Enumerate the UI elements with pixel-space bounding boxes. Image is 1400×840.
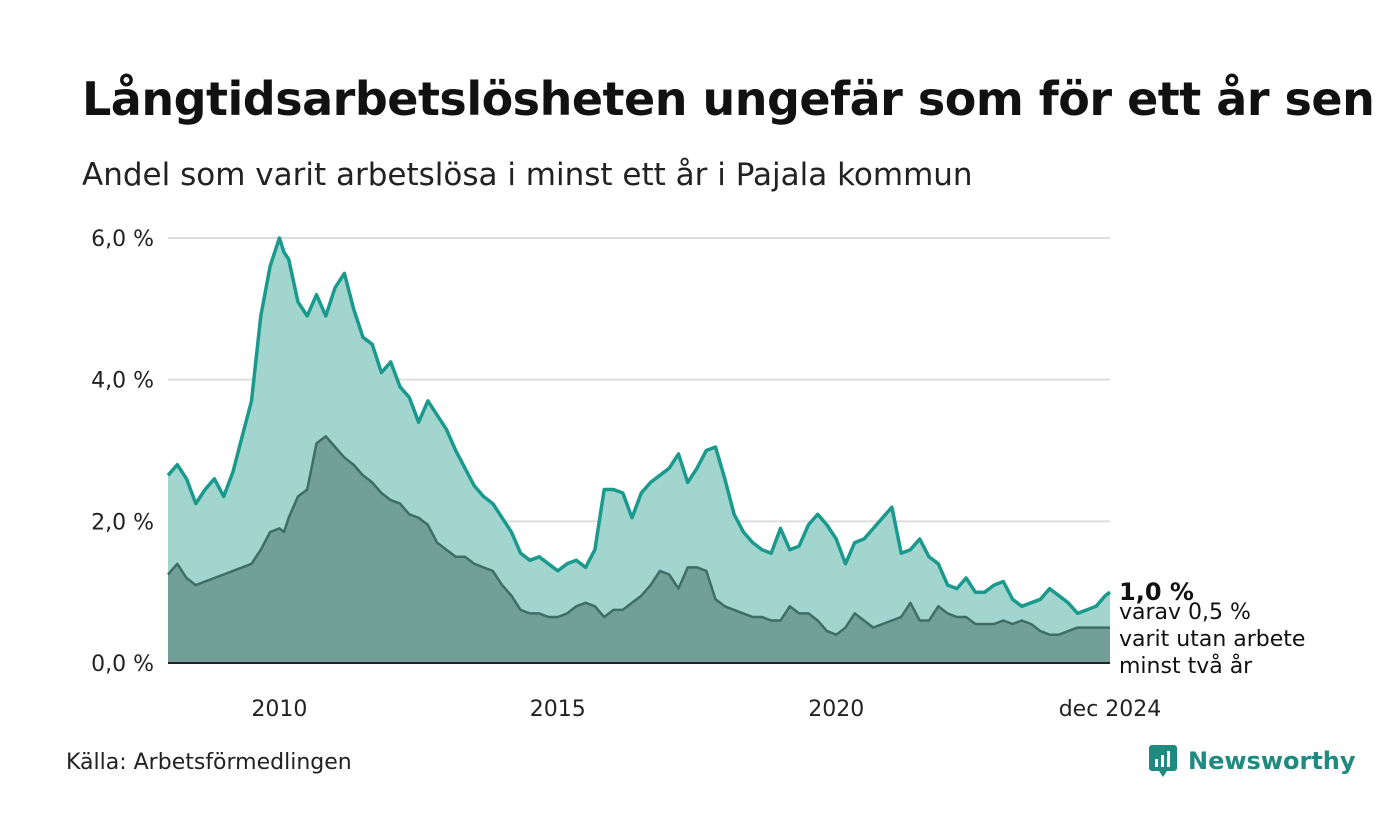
end-note-line: varit utan arbete: [1119, 627, 1305, 652]
y-tick-label: 6,0 %: [91, 227, 154, 252]
x-tick-label: 2015: [530, 697, 586, 722]
x-axis: 2010 2015 2020 dec 2024: [251, 697, 1161, 722]
chart-areas: [166, 236, 1112, 663]
end-note-line: varav 0,5 %: [1119, 600, 1251, 625]
source-note: Källa: Arbetsförmedlingen: [66, 750, 352, 775]
x-tick-label: dec 2024: [1059, 697, 1162, 722]
line-total: [166, 236, 1112, 616]
y-tick-label: 2,0 %: [91, 510, 154, 535]
chart-title: Långtidsarbetslösheten ungefär som för e…: [82, 72, 1375, 126]
area-long: [168, 436, 1110, 663]
newsworthy-icon: [1149, 745, 1177, 777]
end-value-label: 1,0 %: [1119, 578, 1194, 606]
x-tick-label: 2010: [251, 697, 307, 722]
line-long: [167, 435, 1110, 636]
y-tick-label: 0,0 %: [91, 652, 154, 677]
y-tick-label: 4,0 %: [91, 369, 154, 394]
chart-subtitle: Andel som varit arbetslösa i minst ett å…: [82, 157, 973, 193]
brand-name: Newsworthy: [1188, 747, 1356, 775]
x-tick-label: 2020: [808, 697, 864, 722]
y-axis: 6,0 % 4,0 % 2,0 % 0,0 %: [91, 227, 154, 677]
brand-logo: Newsworthy: [1148, 744, 1356, 778]
end-note-line: minst två år: [1119, 653, 1253, 679]
